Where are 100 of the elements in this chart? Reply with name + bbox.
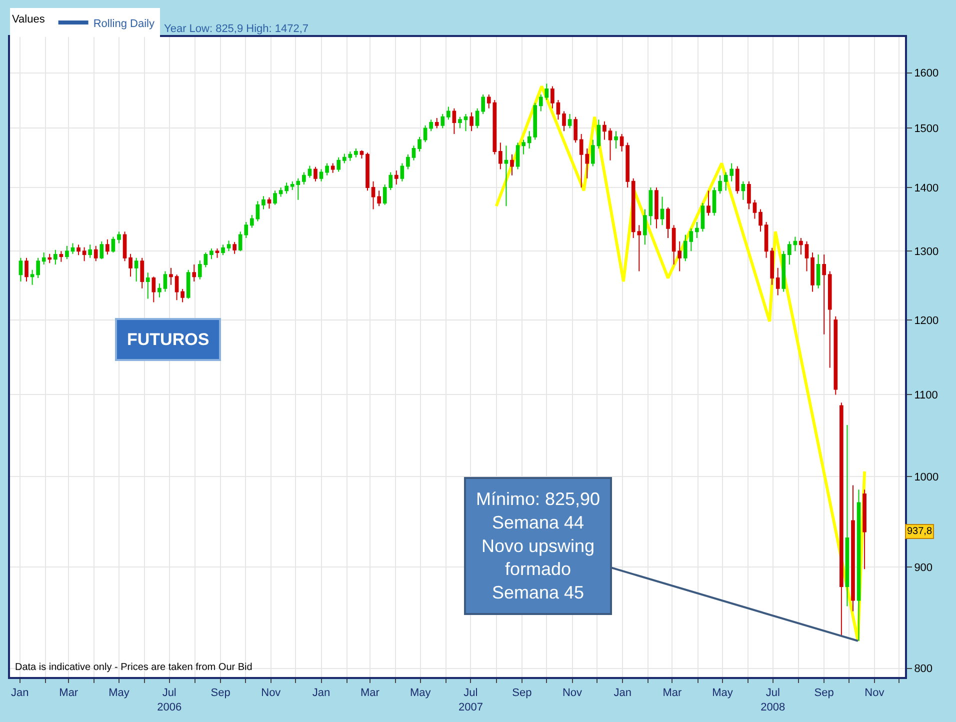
candlestick — [36, 257, 40, 279]
candlestick — [406, 154, 410, 170]
candlestick — [700, 202, 705, 232]
candlestick — [24, 257, 28, 282]
y-tick-label: 800 — [914, 663, 933, 676]
candlestick — [718, 174, 722, 194]
candlestick — [180, 288, 184, 303]
candlestick — [146, 272, 150, 300]
candlestick — [186, 269, 190, 300]
candlestick — [764, 221, 768, 258]
candlestick — [366, 152, 370, 192]
candlestick — [319, 168, 324, 182]
candlestick — [250, 214, 254, 228]
y-tick-label: 1600 — [914, 68, 939, 80]
candlestick — [308, 165, 312, 178]
candlestick — [747, 180, 751, 210]
candlestick — [816, 254, 820, 289]
candlestick — [348, 150, 352, 162]
candlestick — [643, 208, 647, 246]
annotation: Mínimo: 825,90 Semana 44 Novo upswing formado Semana 45 — [476, 489, 600, 603]
y-tick-label: 1000 — [914, 471, 939, 484]
candlestick — [458, 116, 462, 129]
text: 937,8 — [907, 526, 932, 537]
candlestick — [822, 254, 826, 335]
candlestick — [782, 250, 786, 292]
candlestick — [851, 484, 855, 612]
x-tick-label: Nov — [261, 687, 282, 700]
candlestick — [678, 240, 682, 272]
candlestick — [654, 187, 658, 229]
candlestick — [475, 108, 480, 129]
candlestick — [65, 245, 69, 260]
candlestick — [221, 244, 225, 256]
annotation: Data is indicative only - Prices are taken from Our Bid — [15, 662, 252, 673]
candlestick — [666, 206, 670, 239]
candlestick — [30, 269, 34, 286]
candlestick — [776, 267, 780, 296]
candlestick — [810, 252, 814, 292]
candlestick — [354, 148, 358, 158]
y-tick-label: 900 — [914, 562, 933, 574]
candlestick — [741, 180, 746, 200]
candlestick — [122, 231, 127, 262]
x-tick-label: Jan — [614, 687, 632, 700]
candlestick — [556, 100, 560, 120]
candlestick — [273, 190, 277, 206]
candlestick — [163, 270, 168, 292]
text: Rolling Daily — [93, 18, 155, 30]
candlestick — [787, 240, 792, 265]
candlestick — [325, 162, 329, 176]
candlestick — [42, 252, 46, 265]
candlestick — [76, 244, 80, 256]
candlestick — [330, 162, 335, 174]
candlestick — [672, 224, 676, 265]
text: Year Low: 825,9 High: 1472,7 — [164, 23, 309, 35]
x-tick-label: Sep — [814, 687, 834, 700]
candlestick — [799, 238, 803, 255]
candlestick — [481, 94, 486, 115]
candlestick — [793, 236, 798, 252]
candlestick — [626, 142, 630, 188]
y-tick-label: 1300 — [914, 246, 939, 258]
candlestick — [262, 196, 266, 210]
candlestick — [314, 166, 318, 182]
candlestick — [538, 94, 543, 112]
y-tick-label: 1400 — [914, 182, 939, 194]
candlestick — [440, 114, 445, 129]
candlestick — [498, 142, 502, 170]
candlestick — [88, 244, 92, 258]
candlestick — [82, 246, 86, 262]
candlestick — [336, 156, 341, 172]
candlestick — [100, 240, 104, 260]
candlestick — [429, 119, 433, 132]
candlestick — [562, 110, 566, 132]
candlestick — [232, 241, 236, 254]
candlestick — [574, 116, 578, 144]
candlestick — [53, 249, 58, 265]
candlestick — [412, 145, 416, 161]
candlestick — [712, 187, 716, 216]
candlestick — [464, 114, 468, 132]
candlestick — [117, 231, 121, 244]
candlestick — [400, 162, 404, 182]
candlestick — [620, 133, 624, 152]
candlestick — [695, 221, 699, 239]
candlestick — [394, 170, 398, 185]
candlestick — [648, 187, 653, 226]
candlestick — [770, 247, 774, 286]
candlestick — [278, 187, 283, 198]
x-tick-label: Jul 2008 — [760, 687, 786, 714]
candlestick — [70, 242, 75, 254]
candlestick — [752, 199, 757, 220]
y-tick-label: 1200 — [914, 314, 939, 327]
candlestick — [735, 166, 740, 194]
candlestick — [360, 150, 364, 160]
candlestick — [140, 257, 144, 289]
candlestick — [210, 248, 214, 260]
candlestick — [59, 250, 64, 262]
x-tick-label: Mar — [662, 687, 682, 700]
candlestick — [608, 128, 612, 161]
x-tick-label: Jul 2007 — [458, 687, 483, 714]
x-tick-label: May — [410, 687, 432, 700]
candlestick — [128, 253, 132, 278]
candlestick — [106, 238, 110, 255]
